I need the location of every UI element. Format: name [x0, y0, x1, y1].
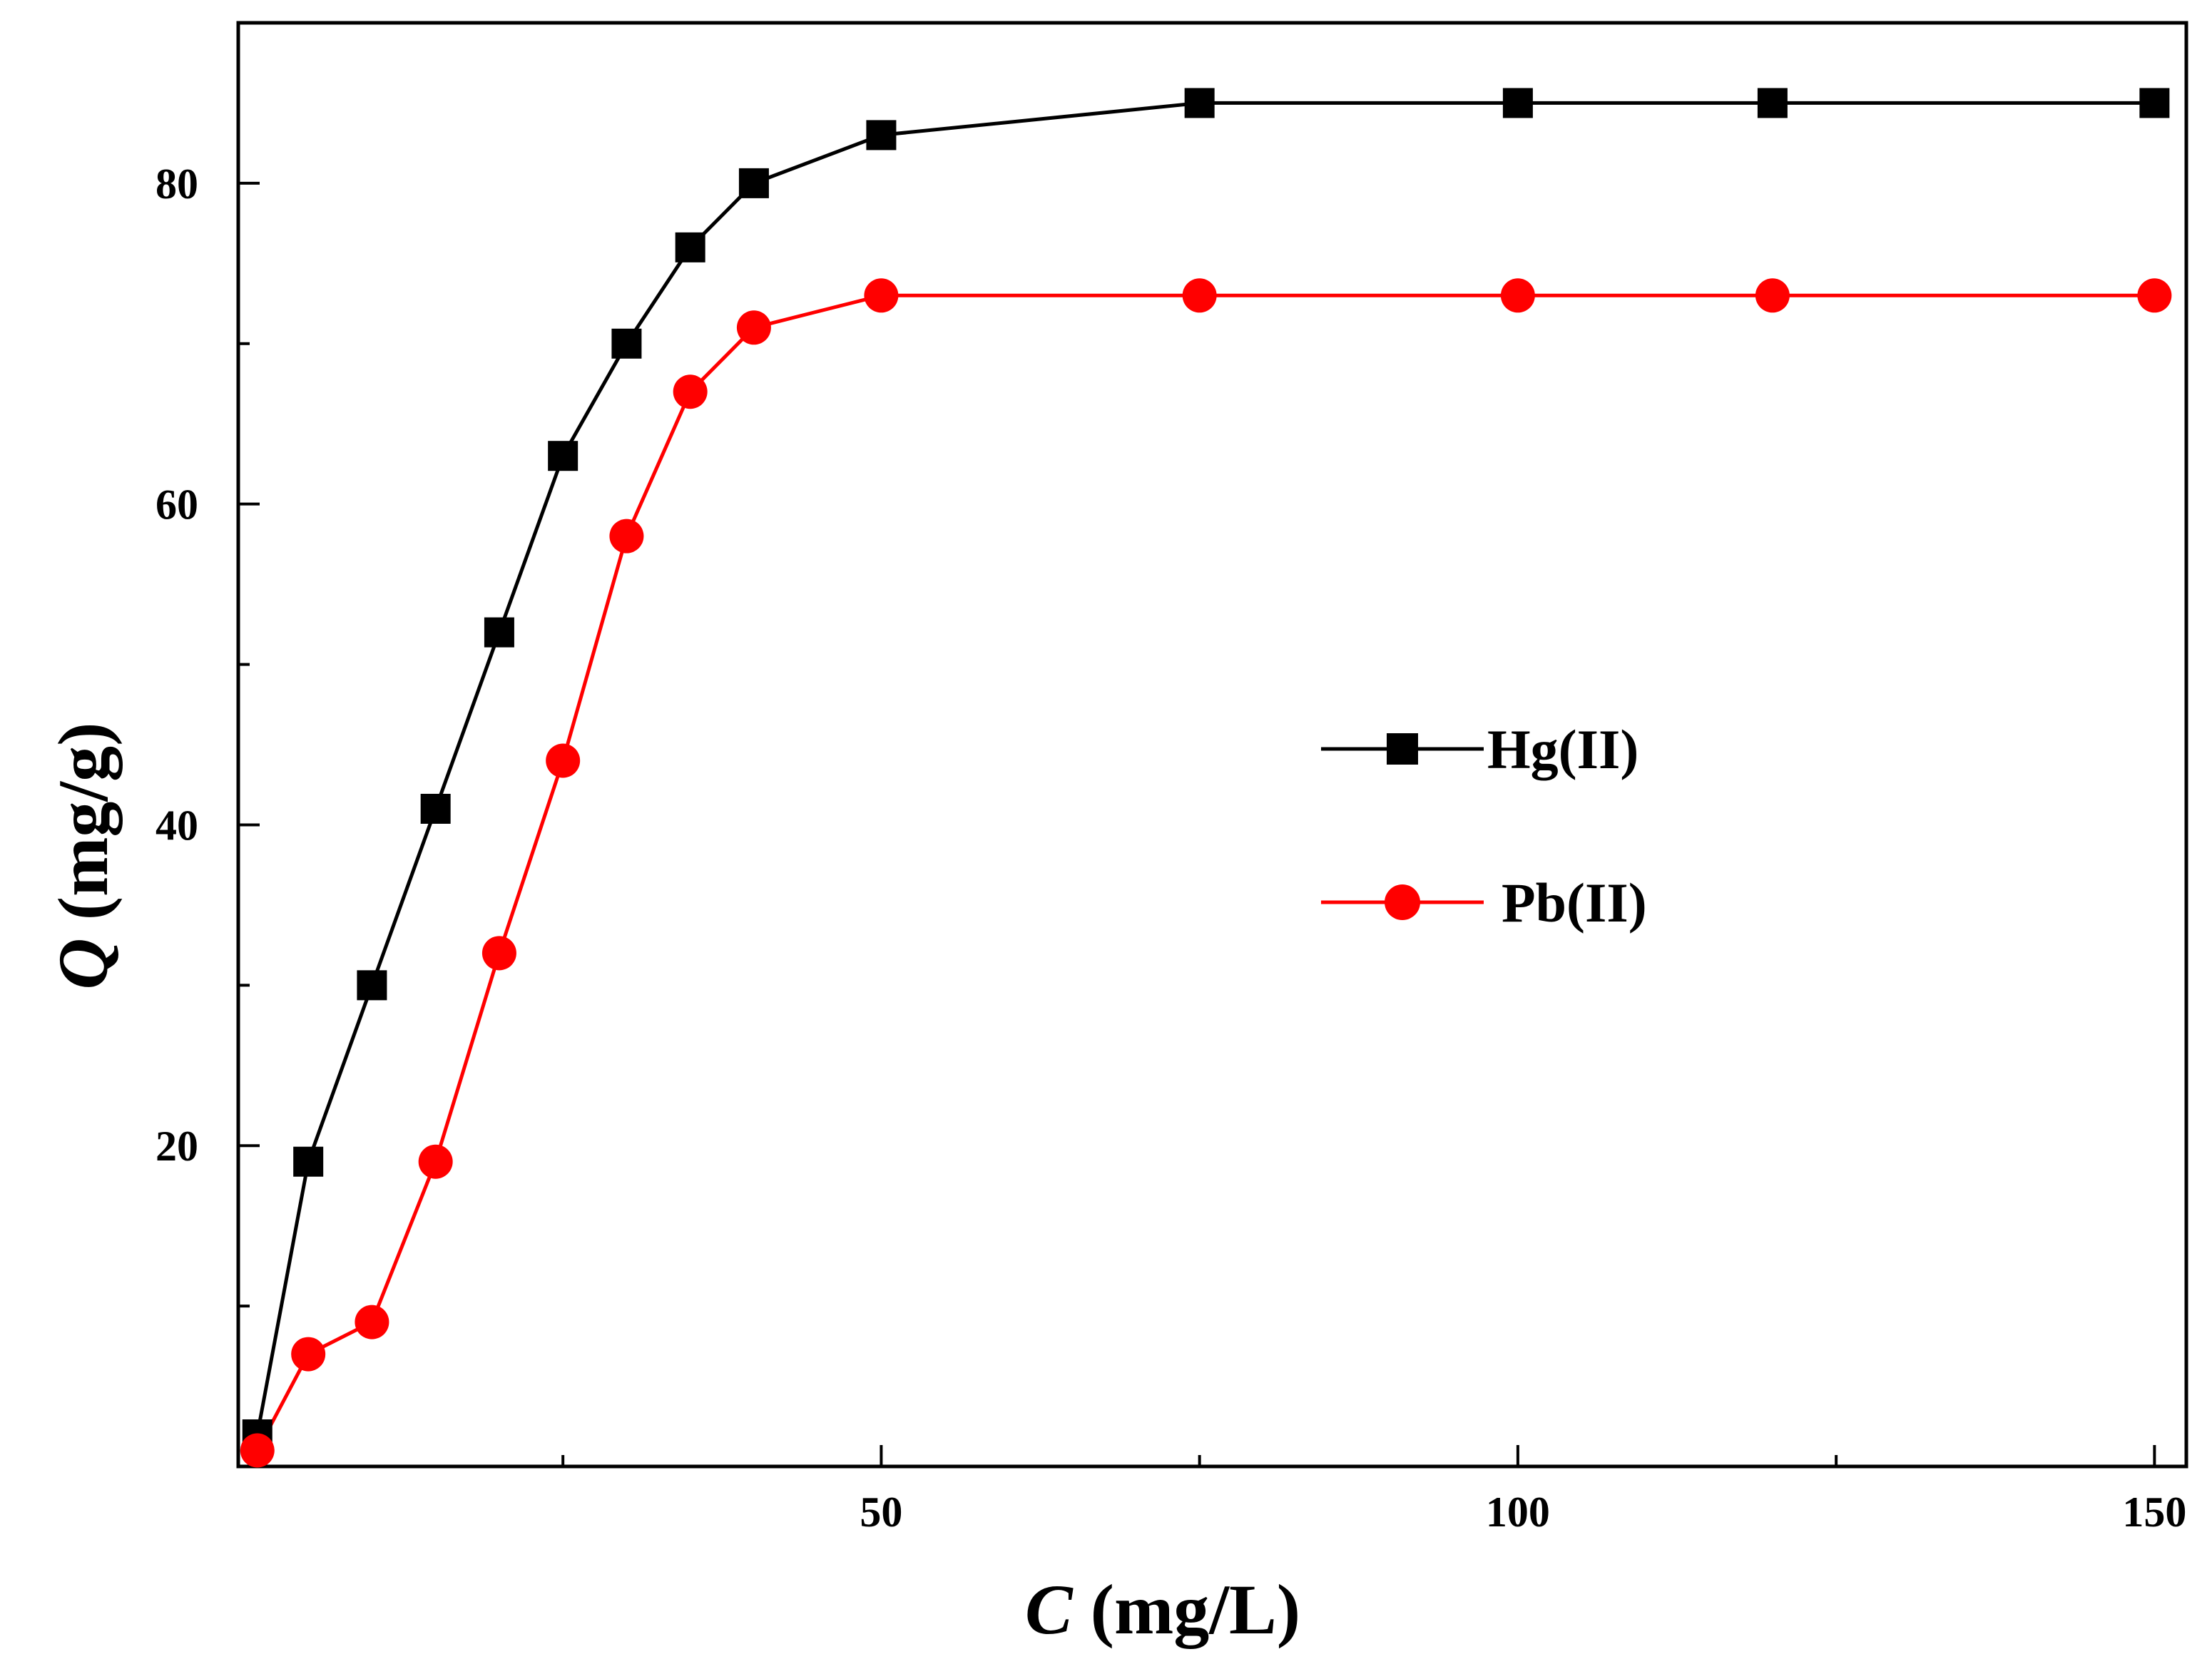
legend-label-pb: Pb(II): [1502, 872, 1647, 934]
data-point-pbii: [546, 743, 581, 778]
data-point-pbii: [355, 1305, 389, 1339]
y-tick-label: 60: [156, 481, 198, 529]
data-point-pbii: [418, 1144, 453, 1179]
data-point-hgii: [1502, 88, 1533, 118]
x-axis-unit: (mg/L): [1073, 1570, 1300, 1649]
data-point-hgii: [548, 441, 579, 471]
plot-frame: [236, 21, 2188, 1469]
data-point-hgii: [738, 168, 769, 198]
data-point-hgii: [611, 328, 642, 359]
data-point-hgii: [293, 1146, 324, 1177]
data-point-pbii: [736, 310, 771, 345]
data-point-pbii: [291, 1337, 326, 1372]
data-point-pbii: [481, 936, 516, 971]
data-point-pbii: [1182, 278, 1217, 313]
legend-label-hg: Hg(II): [1487, 718, 1638, 780]
data-point-hgii: [866, 120, 897, 150]
data-point-pbii: [2137, 278, 2172, 313]
data-point-pbii: [240, 1433, 275, 1468]
data-point-hgii: [1184, 88, 1215, 118]
data-point-pbii: [673, 374, 708, 409]
x-axis-title: C (mg/L): [1025, 1570, 1300, 1649]
y-tick-label: 80: [156, 160, 198, 208]
series-markers: [240, 88, 2172, 1468]
x-axis-symbol: C: [1025, 1570, 1074, 1649]
y-tick-label: 40: [156, 802, 198, 849]
legend: Hg(II) Pb(II): [1321, 718, 1647, 934]
legend-marker-pb: [1385, 884, 1420, 920]
series-line-pbii: [255, 293, 2155, 1451]
data-point-hgii: [420, 793, 451, 824]
y-axis-unit: (mg/g): [44, 723, 123, 939]
x-tick-label: 50: [860, 1489, 902, 1536]
major-ticks: [238, 181, 2156, 1466]
data-point-pbii: [864, 278, 899, 313]
y-axis-symbol: Q: [44, 938, 123, 989]
y-tick-label: 20: [156, 1123, 198, 1170]
series-lines: [255, 101, 2155, 1451]
series-line-hgii: [255, 101, 2155, 1435]
minor-ticks: [238, 342, 1838, 1466]
data-point-hgii: [357, 970, 387, 1001]
y-axis-title: Q (mg/g): [44, 723, 123, 990]
data-point-hgii: [1757, 88, 1788, 118]
data-point-pbii: [1500, 278, 1535, 313]
legend-marker-hg: [1387, 733, 1418, 765]
data-point-pbii: [1755, 278, 1790, 313]
data-point-hgii: [484, 617, 514, 648]
x-tick-label: 100: [1486, 1489, 1550, 1536]
data-point-hgii: [2139, 88, 2170, 118]
data-point-pbii: [609, 519, 644, 553]
data-point-hgii: [675, 232, 705, 262]
tick-labels: 50 100 150 20 40 60 80: [156, 160, 2186, 1536]
x-tick-label: 150: [2122, 1489, 2186, 1536]
